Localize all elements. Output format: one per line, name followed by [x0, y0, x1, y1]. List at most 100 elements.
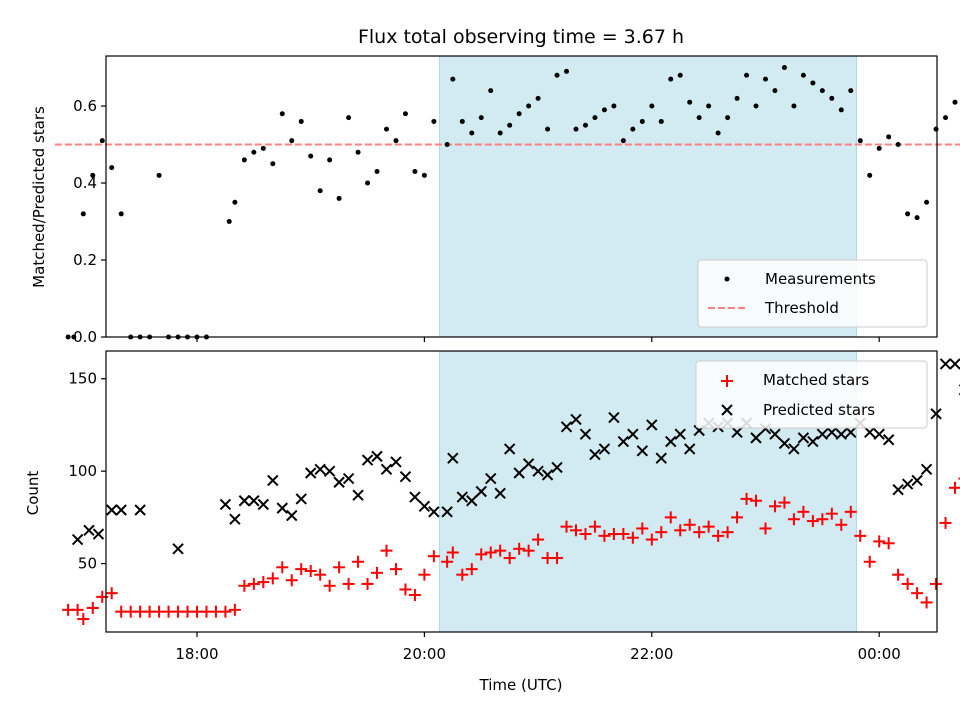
matched-star-point: [835, 518, 848, 531]
predicted-star-point: [939, 358, 952, 370]
measurement-point: [848, 88, 854, 94]
matched-star-point: [598, 529, 611, 542]
predicted-star-point: [646, 419, 658, 431]
measurement-point: [516, 111, 522, 117]
figure-title: Flux total observing time = 3.67 h: [358, 26, 684, 48]
matched-star-point: [219, 605, 232, 618]
predicted-star-point: [172, 543, 184, 555]
predicted-star-point: [380, 463, 393, 476]
matched-star-point: [787, 513, 800, 526]
matched-star-point: [655, 526, 668, 539]
measurement-point: [459, 118, 465, 124]
predicted-star-point: [532, 465, 544, 477]
measurement-point: [611, 103, 617, 109]
measurement-point: [554, 72, 560, 78]
top-axes-frame: [105, 55, 938, 338]
measurement-point: [412, 168, 418, 174]
matched-star-point: [513, 542, 526, 555]
measurement-point: [601, 107, 607, 113]
matched-star-point: [475, 548, 488, 561]
predicted-star-point: [845, 426, 857, 439]
predicted-star-point: [608, 411, 620, 424]
matched-star-point: [892, 568, 905, 581]
matched-star-point: [588, 520, 601, 533]
predicted-star-point: [731, 426, 743, 439]
measurement-point: [232, 199, 238, 205]
predicted-star-point: [920, 463, 933, 476]
measurement-point: [800, 72, 806, 78]
measurement-point: [620, 138, 626, 144]
matched-star-point: [664, 511, 677, 524]
predicted-star-point: [295, 493, 307, 505]
bottom-ytick-label: 50: [78, 555, 97, 573]
matched-star-point: [314, 568, 327, 581]
matched-star-point: [446, 546, 459, 559]
measurement-point: [838, 107, 844, 113]
predicted-star-point: [447, 452, 459, 464]
measurement-point: [507, 122, 513, 128]
predicted-star-point: [598, 443, 611, 455]
matched-star-point: [712, 529, 725, 542]
predicted-star-point: [399, 471, 412, 483]
predicted-star-point: [807, 435, 819, 448]
measurement-point: [639, 118, 645, 124]
matched-star-point: [560, 520, 573, 533]
matched-star-point: [86, 601, 99, 614]
matched-star-point: [408, 589, 421, 602]
top-legend: Measurements Threshold: [697, 259, 928, 328]
matched-star-point: [228, 603, 241, 616]
measurement-point: [753, 103, 759, 109]
predicted-star-point: [579, 428, 592, 440]
matched-star-point: [105, 587, 118, 600]
matched-star-point: [77, 613, 90, 626]
matched-star-point: [418, 568, 431, 581]
measurement-point: [744, 72, 750, 78]
predicted-star-point: [589, 448, 601, 461]
predicted-star-point: [456, 491, 469, 503]
measurement-point: [943, 115, 949, 121]
measurement-point: [545, 126, 551, 132]
matched-star-point: [797, 505, 810, 518]
measurement-point: [65, 334, 71, 340]
predicted-star-point: [513, 467, 525, 479]
measurement-point: [630, 126, 636, 132]
measurement-point: [564, 68, 570, 74]
matched-star-point: [465, 563, 478, 576]
matched-star-point: [503, 552, 516, 565]
measurement-point: [677, 72, 683, 78]
measurement-point: [327, 157, 333, 163]
measurement-point: [725, 115, 731, 121]
predicted-star-point: [115, 504, 127, 516]
legend-measurements-label: Measurements: [765, 270, 876, 288]
predicted-star-point: [816, 428, 829, 440]
measurement-point: [118, 211, 124, 217]
matched-star-point: [304, 564, 317, 577]
measurement-point: [444, 142, 450, 148]
predicted-star-point: [788, 443, 800, 455]
x-axis-label: Time (UTC): [479, 676, 563, 694]
measurement-point: [478, 115, 484, 121]
predicted-star-point: [286, 509, 298, 522]
matched-star-point: [882, 537, 895, 550]
measurement-point: [886, 134, 892, 140]
matched-star-point: [683, 518, 696, 531]
matched-star-point: [721, 526, 734, 539]
bottom-ylabel: Count: [24, 471, 42, 516]
matched-star-point: [579, 528, 592, 541]
measurement-point: [905, 211, 911, 217]
predicted-star-point: [826, 426, 838, 439]
measurement-point: [658, 118, 664, 124]
matched-star-point: [702, 520, 715, 533]
matched-star-point: [285, 574, 298, 587]
top-panel: 0.0 0.2 0.4 0.6 Matched/Predicted stars Mea…: [30, 55, 960, 346]
predicted-star-point: [83, 524, 95, 537]
predicted-star-point: [835, 428, 848, 440]
matched-star-point: [266, 572, 279, 585]
predicted-star-point: [873, 428, 885, 440]
predicted-star-point: [92, 528, 105, 540]
bottom-xtick-label: 20:00: [403, 645, 446, 663]
predicted-star-point: [683, 443, 696, 455]
predicted-star-point: [371, 450, 383, 463]
legend-measurements-marker: [724, 276, 730, 282]
